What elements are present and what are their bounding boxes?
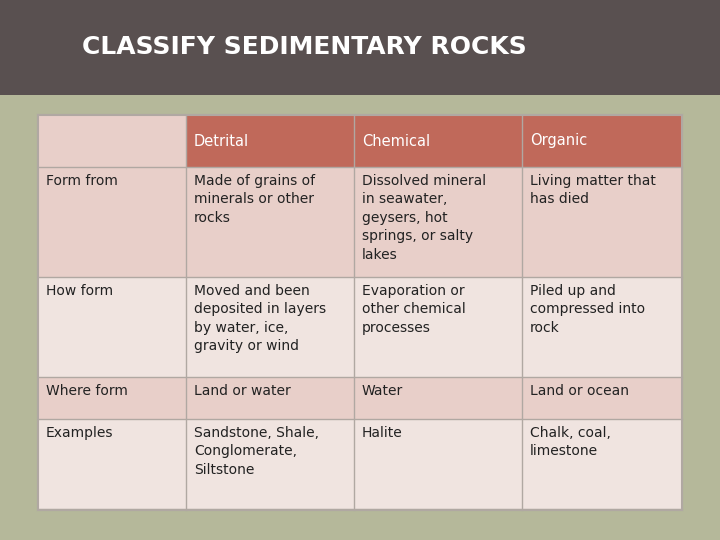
Text: CLASSIFY SEDIMENTARY ROCKS: CLASSIFY SEDIMENTARY ROCKS — [82, 36, 527, 59]
Bar — [354, 167, 522, 277]
Text: Living matter that
has died: Living matter that has died — [530, 174, 656, 206]
Bar — [38, 167, 186, 277]
Bar — [38, 115, 682, 510]
Text: Moved and been
deposited in layers
by water, ice,
gravity or wind: Moved and been deposited in layers by wa… — [194, 284, 326, 353]
Text: Detrital: Detrital — [194, 133, 249, 148]
Text: Chemical: Chemical — [362, 133, 430, 148]
Bar — [38, 115, 186, 167]
Text: Sandstone, Shale,
Conglomerate,
Siltstone: Sandstone, Shale, Conglomerate, Siltston… — [194, 426, 319, 477]
Text: Organic: Organic — [530, 133, 588, 148]
Bar — [522, 377, 682, 419]
Bar — [38, 115, 682, 510]
Text: Piled up and
compressed into
rock: Piled up and compressed into rock — [530, 284, 645, 335]
Text: Land or ocean: Land or ocean — [530, 384, 629, 398]
Bar — [354, 115, 522, 167]
Bar — [186, 419, 354, 509]
Bar — [522, 115, 682, 167]
Bar — [38, 277, 186, 377]
Bar — [354, 277, 522, 377]
Bar — [0, 0, 720, 95]
Bar — [38, 377, 186, 419]
Text: Dissolved mineral
in seawater,
geysers, hot
springs, or salty
lakes: Dissolved mineral in seawater, geysers, … — [362, 174, 486, 261]
Text: Halite: Halite — [362, 426, 402, 440]
Text: Made of grains of
minerals or other
rocks: Made of grains of minerals or other rock… — [194, 174, 315, 225]
Text: Water: Water — [362, 384, 403, 398]
Bar — [186, 115, 354, 167]
Bar — [354, 419, 522, 509]
Bar — [38, 419, 186, 509]
Text: Where form: Where form — [46, 384, 128, 398]
Bar — [522, 277, 682, 377]
Bar — [186, 377, 354, 419]
Bar — [186, 167, 354, 277]
Bar — [354, 377, 522, 419]
Text: Evaporation or
other chemical
processes: Evaporation or other chemical processes — [362, 284, 466, 335]
Bar — [522, 167, 682, 277]
Text: How form: How form — [46, 284, 113, 298]
Bar — [186, 277, 354, 377]
Text: Examples: Examples — [46, 426, 114, 440]
Text: Chalk, coal,
limestone: Chalk, coal, limestone — [530, 426, 611, 458]
Text: Land or water: Land or water — [194, 384, 291, 398]
Text: Form from: Form from — [46, 174, 118, 188]
Bar — [522, 419, 682, 509]
